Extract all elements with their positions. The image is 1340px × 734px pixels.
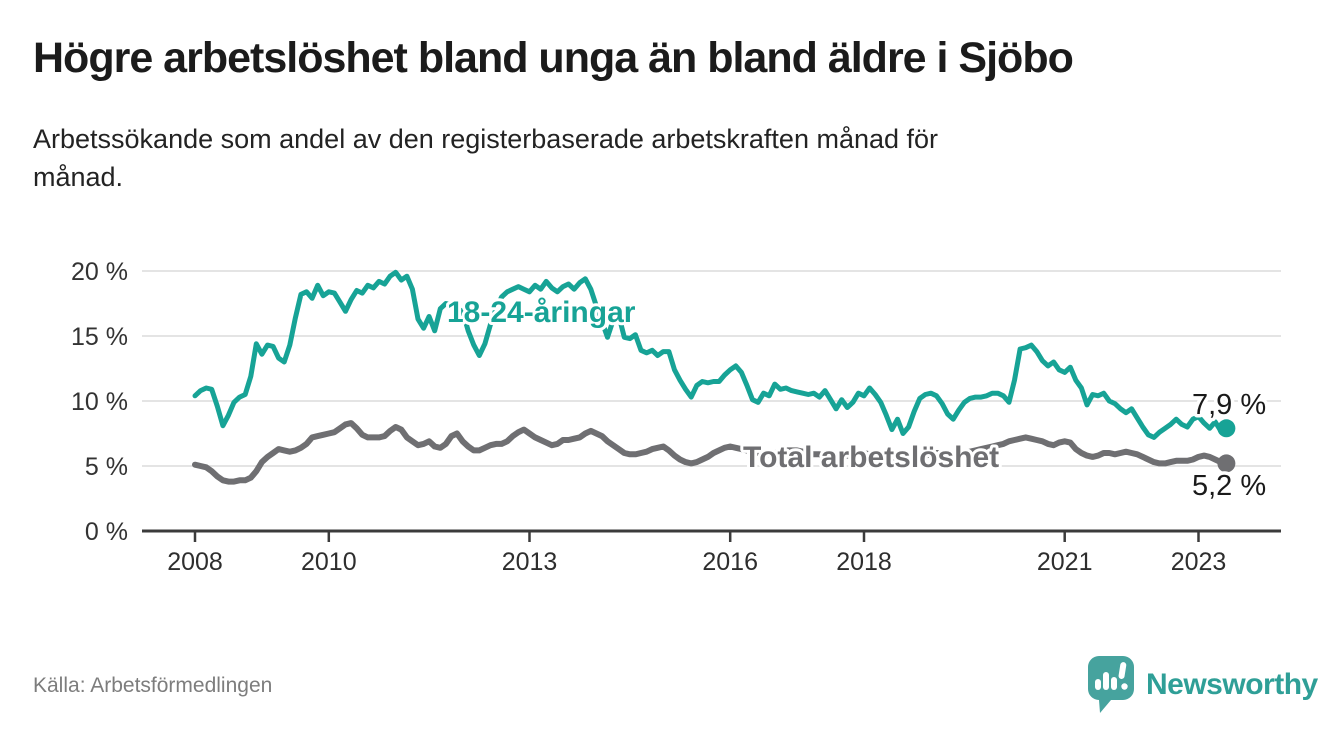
series-label: Total arbetslöshet <box>743 441 999 474</box>
end-dot <box>1217 454 1236 473</box>
end-dot <box>1217 419 1236 438</box>
series-label: 18-24-åringar <box>447 296 636 329</box>
series-line-total <box>192 420 1230 485</box>
exclamation-dot <box>1121 683 1128 690</box>
end-value-label: 5,2 % <box>1192 470 1266 502</box>
series-line-youth <box>192 269 1229 440</box>
bar-3 <box>1111 677 1117 690</box>
chart-subtitle: Arbetssökande som andel av den registerb… <box>33 124 939 192</box>
y-axis-label: 20 % <box>71 258 128 286</box>
bar-1 <box>1095 679 1101 690</box>
exclamation-bar <box>1118 662 1127 680</box>
newsworthy-wordmark: Newsworthy <box>1146 668 1318 701</box>
page-title: Högre arbetslöshet bland unga än bland ä… <box>33 34 1074 82</box>
end-value-label: 7,9 % <box>1192 389 1266 421</box>
x-axis-label: 2013 <box>502 548 558 576</box>
y-axis-label: 10 % <box>71 388 128 416</box>
x-axis-label: 2008 <box>167 548 223 576</box>
x-axis-label: 2021 <box>1037 548 1093 576</box>
source-label: Källa: Arbetsförmedlingen <box>33 674 273 697</box>
y-axis-label: 0 % <box>85 518 128 546</box>
bar-2 <box>1103 672 1109 690</box>
y-axis-label: 5 % <box>85 453 128 481</box>
x-axis-label: 2010 <box>301 548 357 576</box>
x-axis-label: 2018 <box>836 548 892 576</box>
newsworthy-icon <box>1088 656 1134 713</box>
x-axis-label: 2016 <box>702 548 758 576</box>
x-axis-label: 2023 <box>1171 548 1227 576</box>
y-axis-label: 15 % <box>71 323 128 351</box>
newsworthy-logo: Newsworthy <box>1088 656 1318 714</box>
